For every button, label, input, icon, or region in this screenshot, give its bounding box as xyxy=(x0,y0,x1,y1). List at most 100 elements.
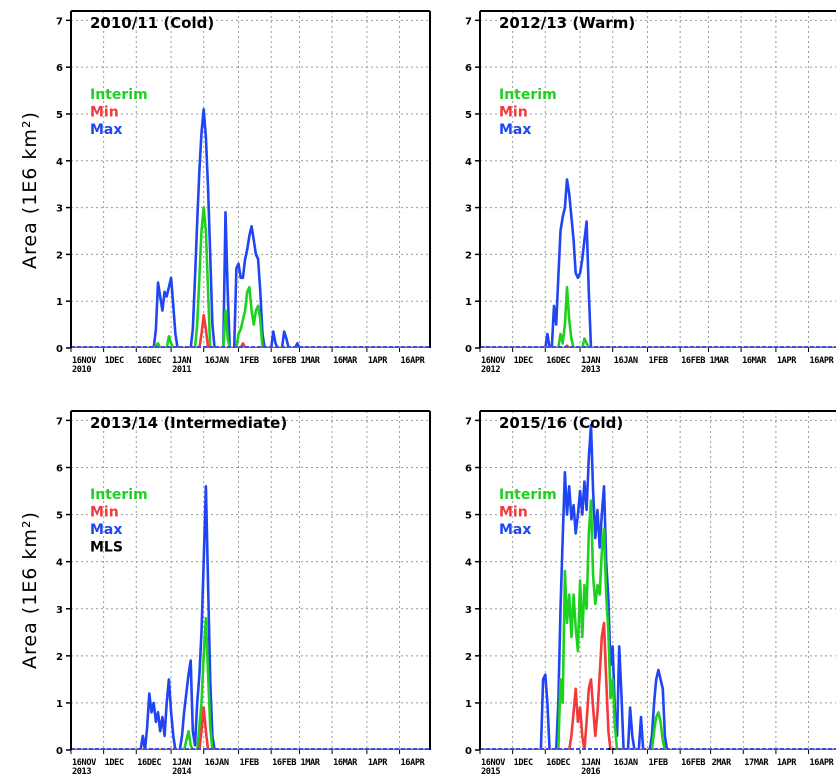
x-year-label: 2010 xyxy=(72,365,91,375)
x-tick-label: 16JAN xyxy=(205,356,229,366)
panel-frame xyxy=(70,410,431,750)
y-tick-label: 6 xyxy=(56,63,63,74)
y-tick-label: 7 xyxy=(465,416,472,427)
x-tick-label: 1FEB xyxy=(240,758,259,768)
x-tick-label: 1JAN xyxy=(581,758,600,768)
chart-panel: 0 1 2 3 4 5 6 7 16NOV 1DEC 16DEC 1JAN 16JAN 1FEB 16FEB… xyxy=(465,10,836,375)
chart-panel: 0 1 2 3 4 5 6 7 16NOV 1DEC 16DEC 1JAN 16JAN 1FEB 16FEB… xyxy=(465,410,836,777)
series-line-max xyxy=(480,423,836,750)
series-line-interim xyxy=(480,499,836,750)
x-tick-label: 1APR xyxy=(777,356,797,366)
legend-max: Max xyxy=(90,122,122,138)
legend-max: Max xyxy=(499,522,531,538)
x-tick-label: 1MAR xyxy=(709,356,729,366)
y-tick-label: 1 xyxy=(465,699,472,710)
x-tick-label: 1DEC xyxy=(514,758,533,768)
x-tick-label: 16APR xyxy=(401,758,426,768)
x-tick-label: 1JAN xyxy=(172,356,191,366)
x-tick-label: 16FEB xyxy=(272,356,296,366)
series-line-min xyxy=(71,313,430,348)
y-tick-label: 6 xyxy=(465,63,472,74)
grid-lines xyxy=(71,11,430,348)
x-tick-label: 1MAR xyxy=(300,758,320,768)
y-tick-label: 5 xyxy=(465,511,472,522)
grid-lines xyxy=(480,11,836,348)
panel-title: 2010/11 (Cold) xyxy=(90,14,214,32)
y-tick-label: 4 xyxy=(56,558,63,569)
panel-title: 2015/16 (Cold) xyxy=(499,414,623,432)
x-tick-label: 16NOV xyxy=(481,758,505,768)
legend-min: Min xyxy=(499,105,528,121)
x-tick-label: 16DEC xyxy=(137,356,161,366)
x-tick-label: 16FEB xyxy=(681,758,705,768)
y-tick-label: 2 xyxy=(56,652,63,663)
x-year-label: 2012 xyxy=(481,365,500,375)
x-tick-label: 1JAN xyxy=(581,356,600,366)
y-tick-label: 0 xyxy=(465,344,472,355)
x-tick-label: 16DEC xyxy=(546,356,570,366)
x-tick-label: 2MAR xyxy=(712,758,732,768)
x-year-label: 2011 xyxy=(172,365,191,375)
x-year-label: 2016 xyxy=(581,767,600,777)
x-tick-label: 1DEC xyxy=(514,356,533,366)
x-tick-label: 1APR xyxy=(368,758,388,768)
y-tick-label: 2 xyxy=(56,250,63,261)
x-tick-label: 16DEC xyxy=(137,758,161,768)
x-tick-label: 1FEB xyxy=(240,356,259,366)
x-tick-label: 16DEC xyxy=(546,758,570,768)
x-tick-label: 16MAR xyxy=(742,356,767,366)
x-year-label: 2013 xyxy=(581,365,600,375)
x-tick-label: 16MAR xyxy=(333,356,358,366)
panel-title: 2012/13 (Warm) xyxy=(499,14,635,32)
y-tick-label: 1 xyxy=(465,297,472,308)
y-tick-label: 3 xyxy=(465,204,472,215)
grid-lines xyxy=(71,411,430,750)
y-tick-label: 5 xyxy=(56,110,63,121)
panel-frame xyxy=(479,10,836,348)
x-tick-label: 16FEB xyxy=(681,356,705,366)
legend-min: Min xyxy=(90,505,119,521)
x-tick-label: 1DEC xyxy=(105,758,124,768)
series-line-interim xyxy=(71,206,430,348)
legend-min: Min xyxy=(90,105,119,121)
x-year-label: 2015 xyxy=(481,767,500,777)
y-tick-label: 5 xyxy=(465,110,472,121)
legend-mls: MLS xyxy=(90,540,123,556)
legend-max: Max xyxy=(499,122,531,138)
x-tick-label: 16MAR xyxy=(333,758,358,768)
legend-interim: Interim xyxy=(499,487,557,503)
y-tick-label: 4 xyxy=(465,157,472,168)
y-tick-label: 3 xyxy=(56,605,63,616)
y-tick-label: 7 xyxy=(56,16,63,27)
x-tick-label: 16FEB xyxy=(272,758,296,768)
chart-panel: 0 1 2 3 4 5 6 7 16NOV 1DEC 16DEC 1JAN 16JAN 1FEB 16FEB… xyxy=(56,410,431,777)
series-line-min xyxy=(71,706,430,750)
y-tick-label: 7 xyxy=(56,416,63,427)
x-tick-label: 16APR xyxy=(810,758,835,768)
x-tick-label: 1APR xyxy=(368,356,388,366)
x-tick-label: 16APR xyxy=(401,356,426,366)
series-line-max xyxy=(71,484,430,750)
x-tick-label: 16APR xyxy=(810,356,835,366)
x-tick-label: 16NOV xyxy=(72,356,96,366)
series-line-min xyxy=(480,621,836,750)
x-tick-label: 16JAN xyxy=(205,758,229,768)
x-tick-label: 16JAN xyxy=(614,356,638,366)
y-tick-label: 5 xyxy=(56,511,63,522)
y-tick-label: 6 xyxy=(465,464,472,475)
series-line-max xyxy=(480,178,836,348)
y-tick-label: 6 xyxy=(56,464,63,475)
x-tick-label: 1MAR xyxy=(300,356,320,366)
series-line-max xyxy=(71,108,430,348)
y-tick-label: 3 xyxy=(56,204,63,215)
y-tick-label: 0 xyxy=(56,746,63,757)
legend-interim: Interim xyxy=(499,87,557,103)
series-line-min xyxy=(480,344,836,348)
y-tick-label: 1 xyxy=(56,699,63,710)
legend-min: Min xyxy=(499,505,528,521)
y-axis-label-bottom: Area (1E6 km²) xyxy=(19,511,41,669)
x-year-label: 2013 xyxy=(72,767,91,777)
x-tick-label: 1DEC xyxy=(105,356,124,366)
x-tick-label: 17MAR xyxy=(744,758,769,768)
